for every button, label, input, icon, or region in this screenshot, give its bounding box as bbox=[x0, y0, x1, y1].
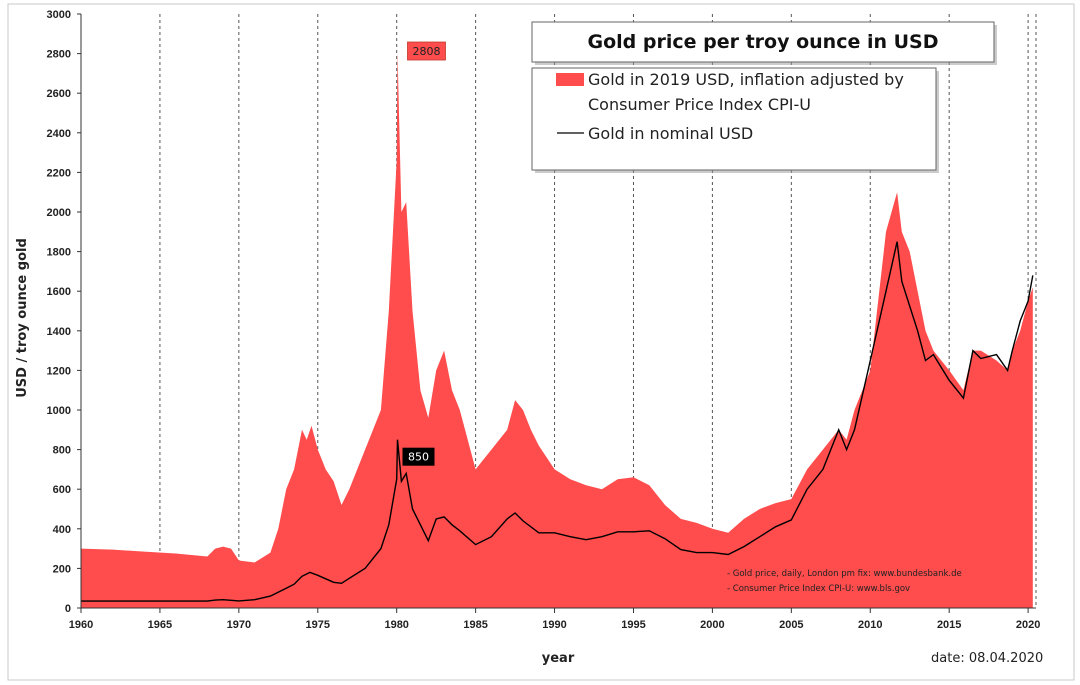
y-tick-label: 600 bbox=[53, 484, 71, 496]
legend-area-swatch bbox=[556, 73, 584, 86]
y-tick-label: 2600 bbox=[47, 88, 71, 100]
peak-nominal-label: 850 bbox=[408, 451, 429, 464]
y-tick-label: 2400 bbox=[47, 128, 71, 140]
y-tick-label: 2800 bbox=[47, 49, 71, 61]
y-tick-label: 2000 bbox=[47, 207, 71, 219]
legend-line-label: Gold in nominal USD bbox=[588, 124, 753, 143]
y-ticks: 0 200 400 600 800 1000 1200 1400 1600 1800 2000 220… bbox=[47, 9, 81, 615]
y-tick-label: 200 bbox=[53, 563, 71, 575]
y-tick-label: 2200 bbox=[47, 167, 71, 179]
x-tick-label: 1960 bbox=[69, 619, 93, 631]
x-ticks: 1960 1965 1970 1975 1980 1985 1990 1995 2000 2005… bbox=[69, 608, 1040, 631]
source-note-2: - Consumer Price Index CPI-U: www.bls.go… bbox=[727, 584, 910, 594]
annotations: 2808 850 bbox=[402, 41, 446, 466]
legend-area-label-1: Gold in 2019 USD, inflation adjusted by bbox=[588, 70, 904, 89]
x-tick-label: 1980 bbox=[384, 619, 408, 631]
peak-inflation-badge bbox=[407, 41, 446, 61]
x-axis-label: year bbox=[542, 651, 575, 666]
legend-box bbox=[531, 67, 937, 171]
x-tick-label: 2010 bbox=[858, 619, 882, 631]
legend-area-label-2: Consumer Price Index CPI-U bbox=[588, 95, 811, 114]
y-tick-label: 1400 bbox=[47, 326, 71, 338]
y-tick-label: 400 bbox=[53, 524, 71, 536]
y-axis-label: USD / troy ounce gold bbox=[15, 238, 30, 398]
y-tick-label: 1200 bbox=[47, 365, 71, 377]
source-note-1: - Gold price, daily, London pm fix: www.… bbox=[727, 569, 962, 579]
x-tick-label: 1975 bbox=[306, 619, 330, 631]
nominal-line-layer bbox=[81, 241, 1034, 602]
y-tick-label: 800 bbox=[53, 445, 71, 457]
x-tick-label: 2005 bbox=[779, 619, 803, 631]
x-tick-label: 2015 bbox=[937, 619, 961, 631]
chart-title: Gold price per troy ounce in USD bbox=[587, 31, 938, 53]
y-tick-label: 3000 bbox=[47, 9, 71, 21]
y-tick-label: 0 bbox=[65, 603, 71, 615]
x-tick-label: 2020 bbox=[1016, 619, 1040, 631]
x-tick-label: 1970 bbox=[227, 619, 251, 631]
x-tick-label: 1995 bbox=[621, 619, 645, 631]
y-tick-label: 1800 bbox=[47, 247, 71, 259]
peak-nominal-badge bbox=[402, 447, 435, 466]
inflation-adjusted-area bbox=[81, 52, 1033, 608]
x-tick-label: 1990 bbox=[542, 619, 566, 631]
x-tick-label: 1965 bbox=[148, 619, 172, 631]
date-note: date: 08.04.2020 bbox=[931, 651, 1043, 666]
x-tick-label: 2000 bbox=[700, 619, 724, 631]
peak-inflation-label: 2808 bbox=[412, 45, 440, 58]
title-box bbox=[531, 21, 995, 63]
inflation-adjusted-area-layer bbox=[81, 52, 1033, 608]
y-tick-label: 1600 bbox=[47, 286, 71, 298]
x-tick-label: 1985 bbox=[463, 619, 487, 631]
y-tick-label: 1000 bbox=[47, 405, 71, 417]
nominal-price-line bbox=[81, 241, 1034, 602]
